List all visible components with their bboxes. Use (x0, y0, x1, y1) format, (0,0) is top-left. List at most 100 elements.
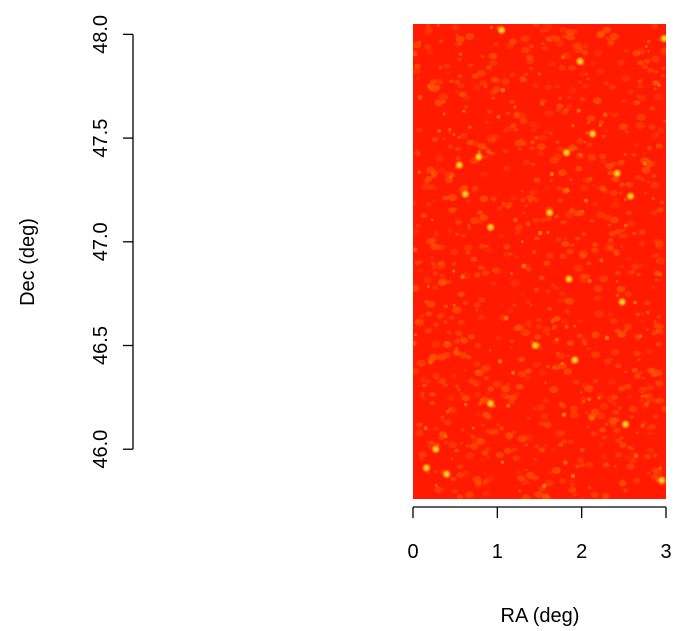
faint-source (521, 263, 527, 269)
noise-speck (470, 217, 480, 225)
noise-speck (434, 376, 439, 380)
bright-source (421, 462, 432, 473)
noise-speck (533, 177, 541, 183)
noise-speck (530, 162, 536, 167)
noise-speck (429, 400, 436, 406)
faint-source (537, 72, 542, 76)
noise-speck (500, 385, 511, 393)
noise-speck (537, 150, 544, 157)
noise-speck (623, 328, 628, 332)
noise-speck (651, 467, 659, 474)
noise-speck (557, 317, 561, 320)
noise-speck (529, 146, 535, 151)
faint-source (452, 133, 456, 137)
noise-speck (658, 324, 665, 329)
bright-source (620, 419, 631, 430)
noise-speck (465, 250, 471, 255)
noise-speck (632, 231, 637, 235)
noise-speck (585, 273, 591, 279)
noise-speck (457, 291, 465, 298)
noise-speck (457, 82, 465, 89)
noise-speck (446, 330, 452, 334)
noise-speck (437, 312, 445, 319)
noise-speck (648, 124, 656, 130)
noise-speck (542, 398, 550, 404)
noise-speck (514, 227, 519, 230)
faint-source (452, 303, 456, 307)
noise-speck (534, 491, 544, 498)
noise-speck (457, 42, 463, 46)
noise-speck (479, 79, 488, 87)
noise-speck (520, 190, 524, 193)
noise-speck (534, 287, 539, 292)
noise-speck (644, 454, 652, 460)
noise-speck (598, 442, 605, 447)
noise-speck (483, 375, 490, 381)
noise-speck (638, 229, 646, 236)
noise-speck (514, 255, 519, 259)
faint-source (454, 350, 458, 354)
noise-speck (593, 285, 603, 293)
noise-speck (532, 217, 540, 224)
noise-speck (599, 153, 607, 160)
noise-speck (610, 358, 614, 361)
noise-speck (549, 386, 559, 394)
noise-speck (533, 362, 540, 368)
noise-speck (567, 95, 572, 100)
noise-speck (600, 453, 608, 459)
noise-speck (543, 260, 551, 267)
noise-speck (536, 403, 545, 411)
noise-speck (634, 373, 641, 379)
noise-speck (523, 434, 533, 442)
noise-speck (559, 253, 567, 259)
faint-source (546, 230, 550, 234)
noise-speck (538, 275, 546, 281)
noise-speck (536, 318, 542, 323)
noise-speck (543, 24, 553, 30)
faint-source (579, 153, 583, 157)
noise-speck (556, 103, 564, 109)
noise-speck (427, 184, 435, 190)
noise-speck (434, 486, 443, 493)
noise-speck (607, 223, 611, 227)
noise-speck (619, 229, 624, 233)
faint-source (642, 161, 647, 166)
noise-speck (415, 429, 424, 437)
noise-speck (626, 463, 635, 470)
noise-speck (655, 143, 663, 149)
noise-speck (413, 200, 418, 205)
faint-source (638, 334, 643, 338)
noise-speck (524, 72, 529, 76)
noise-speck (566, 104, 573, 109)
noise-speck (569, 479, 574, 483)
noise-speck (424, 300, 429, 304)
faint-source (442, 112, 446, 116)
noise-speck (646, 447, 655, 454)
noise-speck (576, 457, 584, 464)
noise-speck (513, 325, 522, 332)
noise-speck (473, 302, 481, 308)
noise-speck (440, 415, 445, 419)
noise-speck (413, 41, 422, 49)
noise-speck (473, 361, 481, 367)
noise-speck (531, 476, 538, 481)
noise-speck (631, 152, 637, 157)
noise-speck (633, 100, 640, 106)
noise-speck (432, 271, 439, 276)
noise-speck (541, 42, 545, 45)
noise-speck (529, 140, 536, 145)
noise-speck (625, 210, 632, 216)
noise-speck (630, 269, 636, 274)
noise-speck (573, 264, 583, 272)
noise-speck (519, 118, 528, 125)
noise-speck (465, 452, 474, 459)
bright-source (544, 207, 555, 218)
noise-speck (479, 195, 489, 203)
noise-speck (443, 440, 448, 445)
noise-speck (457, 464, 464, 470)
noise-speck (632, 477, 641, 484)
noise-speck (601, 159, 607, 164)
faint-source (450, 457, 454, 461)
noise-speck (596, 412, 606, 420)
faint-source (571, 124, 575, 128)
